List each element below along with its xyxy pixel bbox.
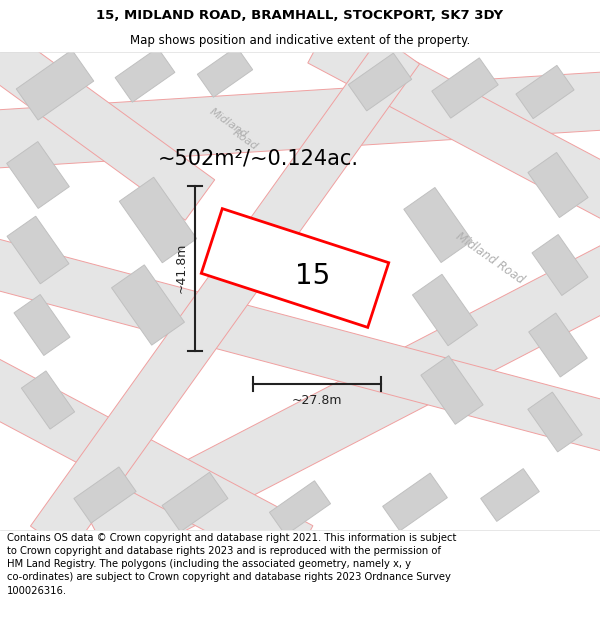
Polygon shape [269,481,331,535]
Polygon shape [86,232,600,568]
Text: Midland: Midland [207,106,249,140]
Polygon shape [197,47,253,98]
Text: Road: Road [230,127,260,152]
Polygon shape [0,20,215,220]
Polygon shape [16,50,94,120]
Text: ~27.8m: ~27.8m [292,394,342,407]
Polygon shape [14,294,70,356]
Polygon shape [74,467,136,523]
Polygon shape [421,356,483,424]
Polygon shape [162,472,228,532]
Polygon shape [0,356,313,574]
Polygon shape [0,71,600,169]
Text: Midland Road: Midland Road [454,229,527,286]
Polygon shape [528,152,588,218]
Polygon shape [348,53,412,111]
Polygon shape [0,236,600,454]
Polygon shape [532,234,588,296]
Polygon shape [308,17,600,233]
Text: 15, MIDLAND ROAD, BRAMHALL, STOCKPORT, SK7 3DY: 15, MIDLAND ROAD, BRAMHALL, STOCKPORT, S… [97,9,503,22]
Polygon shape [22,371,74,429]
Text: ~502m²/~0.124ac.: ~502m²/~0.124ac. [158,148,359,168]
Polygon shape [112,265,184,345]
Text: Map shows position and indicative extent of the property.: Map shows position and indicative extent… [130,34,470,47]
Polygon shape [481,469,539,521]
Polygon shape [528,392,582,452]
Polygon shape [412,274,478,346]
Polygon shape [404,188,472,262]
Polygon shape [115,48,175,102]
Polygon shape [7,216,69,284]
Text: Contains OS data © Crown copyright and database right 2021. This information is : Contains OS data © Crown copyright and d… [7,533,457,596]
Polygon shape [383,473,448,531]
Polygon shape [201,209,389,328]
Polygon shape [31,36,419,554]
Text: 15: 15 [295,262,331,290]
Polygon shape [516,66,574,119]
Polygon shape [529,313,587,377]
Polygon shape [119,177,197,262]
Polygon shape [432,58,498,118]
Polygon shape [7,142,70,208]
Text: ~41.8m: ~41.8m [175,243,187,293]
